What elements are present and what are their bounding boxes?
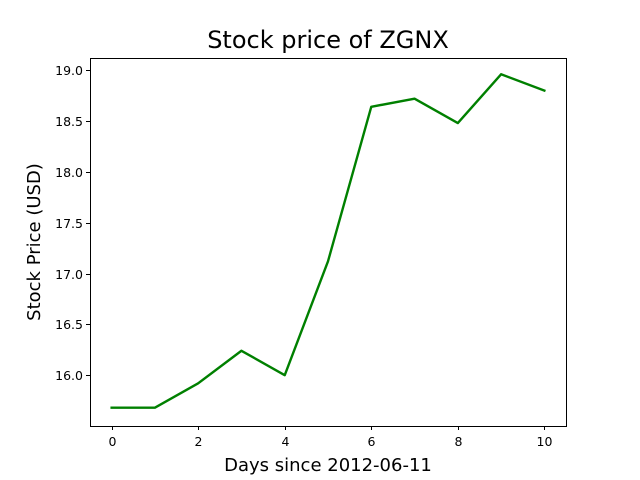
plot-area: 16.0 16.5 17.0 17.5 18.0 18.5 19.0 0 2 4 6 8 10 xyxy=(55,58,567,449)
y-tick-label: 19.0 xyxy=(55,63,83,78)
y-tick-label: 17.5 xyxy=(55,216,83,231)
y-tick-label: 16.0 xyxy=(55,368,83,383)
chart-title: Stock price of ZGNX xyxy=(207,26,449,54)
series-layer xyxy=(110,73,546,409)
y-tick-label: 18.5 xyxy=(55,114,83,129)
y-axis: 16.0 16.5 17.0 17.5 18.0 18.5 19.0 xyxy=(55,63,90,383)
x-tick-label: 10 xyxy=(537,434,553,449)
y-axis-label: Stock Price (USD) xyxy=(24,163,45,321)
y-tick-label: 17.0 xyxy=(55,267,83,282)
series-line xyxy=(110,73,546,409)
plot-frame xyxy=(90,58,567,427)
x-tick-label: 0 xyxy=(109,434,117,449)
x-tick-label: 4 xyxy=(282,434,290,449)
x-tick-label: 8 xyxy=(455,434,463,449)
x-tick-label: 6 xyxy=(368,434,376,449)
y-tick-label: 18.0 xyxy=(55,165,83,180)
y-tick-label: 16.5 xyxy=(55,317,83,332)
x-tick-label: 2 xyxy=(195,434,203,449)
x-axis-label: Days since 2012-06-11 xyxy=(224,455,432,476)
x-axis: 0 2 4 6 8 10 xyxy=(109,426,553,449)
